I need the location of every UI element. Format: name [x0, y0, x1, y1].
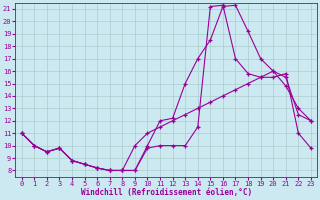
X-axis label: Windchill (Refroidissement éolien,°C): Windchill (Refroidissement éolien,°C)	[81, 188, 252, 197]
